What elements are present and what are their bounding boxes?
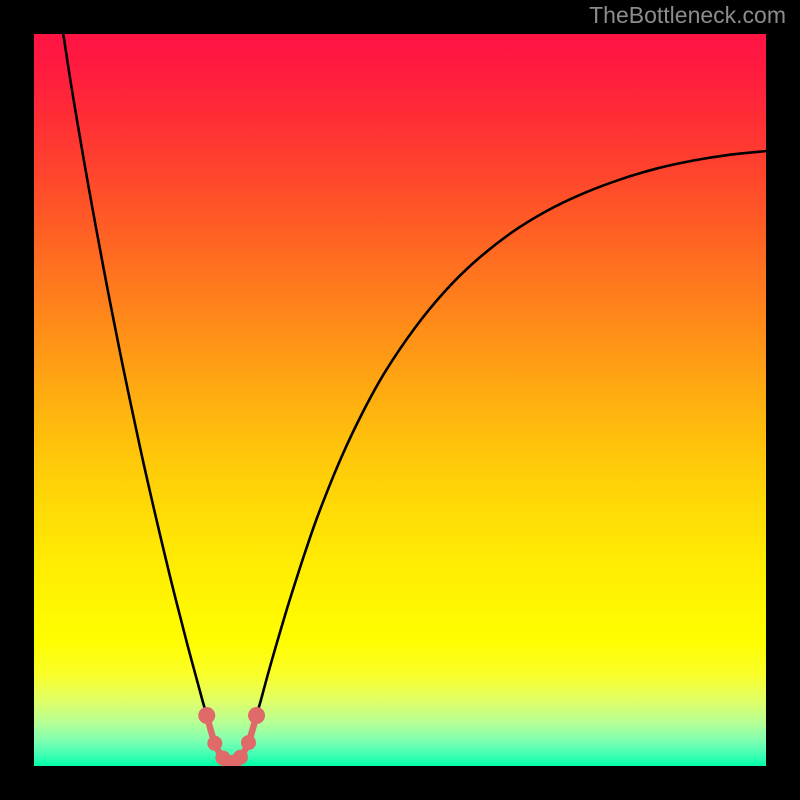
data-marker: [207, 736, 222, 751]
plot-background: [34, 34, 766, 766]
chart-container: TheBottleneck.com: [0, 0, 800, 800]
data-marker: [198, 707, 215, 724]
bottleneck-chart: [0, 0, 800, 800]
data-marker: [248, 707, 265, 724]
data-marker: [241, 735, 256, 750]
data-marker: [233, 750, 248, 765]
watermark-label: TheBottleneck.com: [589, 2, 786, 29]
